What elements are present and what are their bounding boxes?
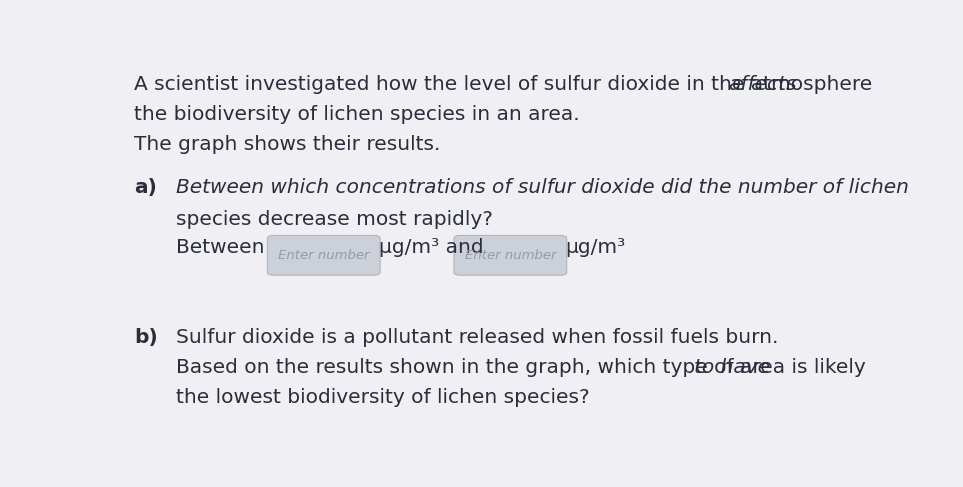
Text: Based on the results shown in the graph, which type of area is likely: Based on the results shown in the graph,… — [176, 358, 872, 377]
Text: species decrease most rapidly?: species decrease most rapidly? — [176, 210, 493, 229]
Text: Enter number: Enter number — [278, 249, 370, 262]
Text: to have: to have — [694, 358, 770, 377]
Text: the lowest biodiversity of lichen species?: the lowest biodiversity of lichen specie… — [176, 389, 590, 408]
Text: μg/m³: μg/m³ — [565, 239, 625, 258]
FancyBboxPatch shape — [268, 235, 380, 275]
Text: Enter number: Enter number — [464, 249, 556, 262]
Text: The graph shows their results.: The graph shows their results. — [134, 135, 440, 154]
Text: Sulfur dioxide is a pollutant released when fossil fuels burn.: Sulfur dioxide is a pollutant released w… — [176, 328, 779, 347]
Text: Between which concentrations of sulfur dioxide did the number of lichen: Between which concentrations of sulfur d… — [176, 178, 909, 197]
Text: Between: Between — [176, 239, 265, 258]
Text: μg/m³ and: μg/m³ and — [378, 239, 483, 258]
Text: A scientist investigated how the level of sulfur dioxide in the atmosphere: A scientist investigated how the level o… — [134, 75, 878, 94]
FancyBboxPatch shape — [454, 235, 566, 275]
Text: affects: affects — [729, 75, 797, 94]
Text: a): a) — [134, 178, 157, 197]
Text: b): b) — [134, 328, 158, 347]
Text: the biodiversity of lichen species in an area.: the biodiversity of lichen species in an… — [134, 105, 580, 124]
